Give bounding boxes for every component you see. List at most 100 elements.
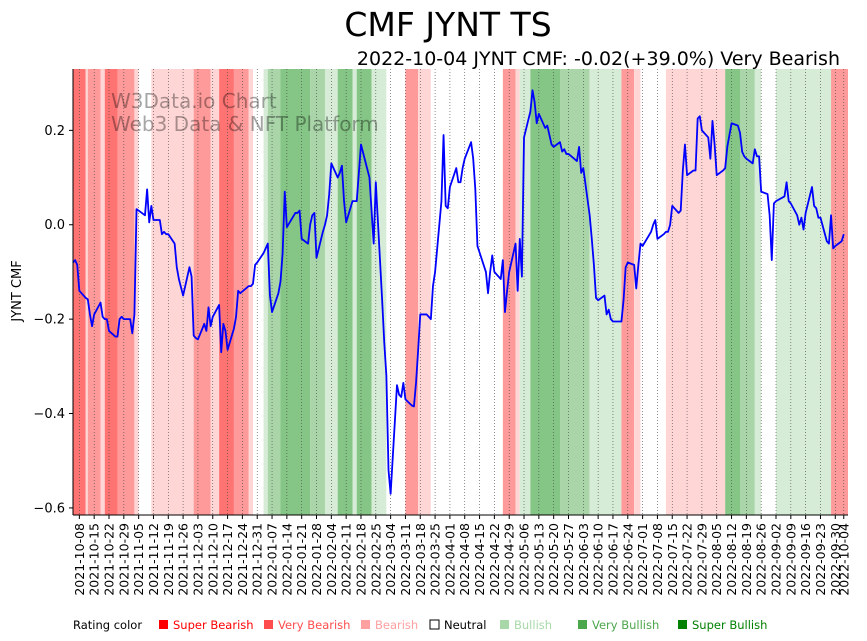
chart-subtitle: 2022-10-04 JYNT CMF: -0.02(+39.0%) Very … — [357, 48, 840, 70]
rating-band-bearish — [665, 69, 726, 515]
x-tick-label: 2022-04-22 — [487, 523, 502, 596]
rating-band-bearish — [85, 69, 88, 515]
series-layer — [72, 89, 845, 495]
x-tick-label: 2022-02-11 — [339, 523, 354, 596]
x-tick-label: 2022-02-25 — [368, 523, 383, 596]
y-tick-label: −0.6 — [33, 501, 65, 516]
x-tick-label: 2022-06-24 — [620, 523, 635, 596]
rating-band-super_bullish — [725, 69, 741, 515]
legend-swatch-very_bearish — [264, 620, 273, 629]
watermark-line-2: Web3 Data & NFT Platform — [111, 112, 379, 136]
rating-band-bearish — [100, 69, 105, 515]
x-tick-label: 2021-12-03 — [190, 523, 205, 596]
x-tick-label: 2021-10-08 — [72, 523, 87, 596]
x-tick-label: 2022-04-29 — [502, 523, 517, 596]
x-tick-label: 2022-06-03 — [576, 523, 591, 596]
x-tick-label: 2021-12-10 — [205, 523, 220, 596]
y-tick-label: 0.2 — [44, 124, 65, 139]
watermark-line-1: W3Data.io Chart — [111, 89, 277, 113]
legend-label-very_bullish: Very Bullish — [592, 618, 659, 632]
x-tick-label: 2022-08-05 — [709, 523, 724, 596]
legend-swatch-very_bullish — [578, 620, 587, 629]
rating-band-bearish — [634, 69, 641, 515]
rating-bands — [73, 69, 848, 515]
x-tick-label: 2022-02-04 — [324, 523, 339, 596]
x-tick-label: 2022-03-11 — [398, 523, 413, 596]
rating-band-bullish — [371, 69, 387, 515]
x-tick-label: 2022-01-07 — [265, 523, 280, 596]
grid-lines — [79, 69, 845, 515]
x-tick-label: 2022-01-28 — [309, 523, 324, 596]
rating-band-bearish — [418, 69, 431, 515]
rating-band-bearish — [151, 69, 194, 515]
x-tick-label: 2022-04-01 — [442, 523, 457, 596]
x-tick-label: 2022-07-08 — [650, 523, 665, 596]
x-tick-label: 2022-03-25 — [428, 523, 443, 596]
legend-swatch-neutral — [429, 619, 440, 630]
x-tick-label: 2022-01-21 — [294, 523, 309, 596]
rating-band-super_bullish — [280, 69, 311, 515]
x-tick-label: 2022-09-30 — [828, 523, 843, 596]
rating-band-super_bullish — [530, 69, 561, 515]
x-tick-label: 2022-07-01 — [635, 523, 650, 596]
x-tick-label: 2021-11-05 — [131, 523, 146, 596]
rating-band-super_bearish — [104, 69, 118, 515]
x-tick-label: 2021-10-29 — [116, 523, 131, 596]
rating-band-super_bullish — [356, 69, 372, 515]
y-tick-label: 0.0 — [44, 218, 65, 233]
legend-swatch-super_bullish — [678, 620, 687, 629]
rating-band-very_bearish — [117, 69, 135, 515]
x-tick-label: 2022-08-26 — [754, 523, 769, 596]
x-tick-label: 2022-07-29 — [694, 523, 709, 596]
x-tick-label: 2022-03-18 — [413, 523, 428, 596]
x-tick-label: 2021-10-15 — [87, 523, 102, 596]
x-tick-label: 2022-10-04 — [836, 523, 851, 596]
x-tick-label: 2022-09-02 — [769, 523, 784, 596]
legend-label-bullish: Bullish — [514, 618, 552, 632]
legend-swatch-bullish — [500, 620, 509, 629]
legend-title: Rating color — [73, 618, 142, 632]
rating-band-very_bullish — [310, 69, 325, 515]
x-tick-label: 2022-03-04 — [383, 523, 398, 596]
x-tick-label: 2022-07-15 — [665, 523, 680, 596]
series-line — [72, 89, 845, 495]
y-axis-label: JYNT CMF — [10, 260, 25, 322]
legend-label-very_bearish: Very Bearish — [278, 618, 350, 632]
rating-legend: Rating color Super Bearish Very Bearish Bea… — [73, 618, 767, 632]
rating-band-bullish — [519, 69, 531, 515]
x-tick-label: 2021-11-26 — [176, 523, 191, 596]
x-tick-label: 2022-05-20 — [546, 523, 561, 596]
rating-band-bullish — [776, 69, 832, 515]
x-tick-label: 2021-12-17 — [220, 523, 235, 596]
rating-band-very_bearish — [405, 69, 419, 515]
rating-band-neutral — [386, 69, 406, 515]
x-tick-label: 2021-12-24 — [235, 523, 250, 596]
rating-band-very_bearish — [831, 69, 848, 515]
x-tick-label: 2022-08-19 — [739, 523, 754, 596]
rating-band-neutral — [252, 69, 264, 515]
x-tick-label: 2022-05-13 — [531, 523, 546, 596]
rating-band-bullish — [589, 69, 622, 515]
rating-band-bearish — [248, 69, 253, 515]
rating-band-very_bullish — [740, 69, 755, 515]
rating-band-neutral — [138, 69, 152, 515]
legend-label-neutral: Neutral — [444, 618, 486, 632]
x-tick-label: 2022-07-22 — [680, 523, 695, 596]
legend-label-super_bearish: Super Bearish — [173, 618, 254, 632]
chart-title: CMF JYNT TS — [344, 5, 551, 44]
x-tick-label: 2022-06-10 — [591, 523, 606, 596]
x-tick-label: 2022-05-06 — [517, 523, 532, 596]
x-tick-label: 2022-05-27 — [561, 523, 576, 596]
rating-band-bearish — [134, 69, 139, 515]
x-tick-label: 2022-09-09 — [783, 523, 798, 596]
rating-band-bearish — [210, 69, 220, 515]
rating-band-bullish — [754, 69, 762, 515]
rating-band-neutral — [640, 69, 666, 515]
x-tick-label: 2022-09-23 — [813, 523, 828, 596]
rating-band-neutral — [430, 69, 503, 515]
legend-label-super_bullish: Super Bullish — [692, 618, 767, 632]
x-tick-label: 2021-10-22 — [102, 523, 117, 596]
